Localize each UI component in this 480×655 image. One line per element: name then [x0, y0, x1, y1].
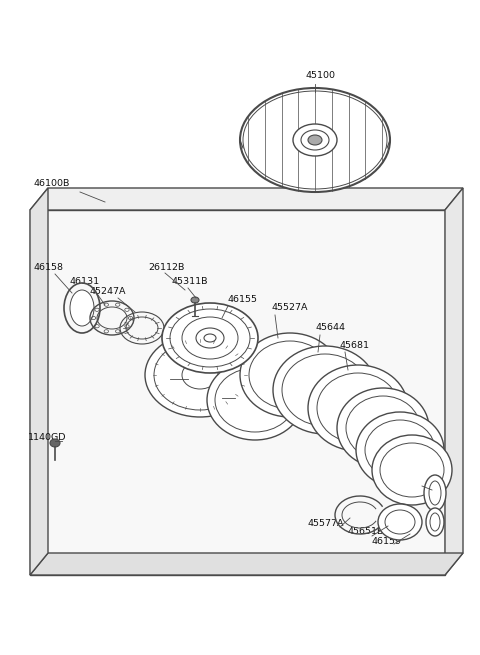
Text: 45651B: 45651B — [348, 527, 384, 536]
Text: 46111A: 46111A — [145, 369, 181, 379]
Ellipse shape — [378, 504, 422, 540]
Text: 46159: 46159 — [372, 536, 402, 546]
Ellipse shape — [145, 333, 255, 417]
Text: 26112B: 26112B — [148, 263, 184, 272]
Ellipse shape — [426, 508, 444, 536]
Ellipse shape — [240, 88, 390, 192]
Ellipse shape — [207, 360, 303, 440]
Ellipse shape — [243, 91, 387, 189]
Ellipse shape — [162, 303, 258, 373]
Ellipse shape — [301, 130, 329, 150]
Ellipse shape — [308, 135, 322, 145]
Text: 45311B: 45311B — [172, 278, 208, 286]
Text: 46159: 46159 — [412, 476, 442, 485]
Ellipse shape — [70, 290, 94, 326]
Text: 46158: 46158 — [33, 263, 63, 272]
Ellipse shape — [337, 388, 429, 468]
Ellipse shape — [50, 439, 60, 447]
Ellipse shape — [273, 346, 377, 434]
Text: 1140GD: 1140GD — [28, 432, 67, 441]
Text: 45577A: 45577A — [308, 519, 345, 527]
Text: 45100: 45100 — [305, 71, 335, 81]
Ellipse shape — [191, 297, 199, 303]
Text: 45643C: 45643C — [195, 388, 232, 398]
Ellipse shape — [424, 475, 446, 511]
Polygon shape — [30, 188, 463, 210]
Text: 46155: 46155 — [228, 295, 258, 305]
Polygon shape — [445, 188, 463, 575]
Ellipse shape — [293, 124, 337, 156]
Text: 46100B: 46100B — [33, 179, 70, 187]
Text: 45681: 45681 — [340, 341, 370, 350]
Text: 45527A: 45527A — [272, 303, 309, 312]
Polygon shape — [30, 188, 48, 575]
Ellipse shape — [308, 365, 408, 451]
Polygon shape — [30, 210, 445, 575]
Text: 45247A: 45247A — [90, 288, 127, 297]
Text: 46131: 46131 — [70, 278, 100, 286]
Ellipse shape — [372, 435, 452, 505]
Ellipse shape — [240, 333, 340, 417]
Ellipse shape — [356, 412, 444, 488]
Polygon shape — [30, 553, 463, 575]
Text: 45644: 45644 — [315, 324, 345, 333]
